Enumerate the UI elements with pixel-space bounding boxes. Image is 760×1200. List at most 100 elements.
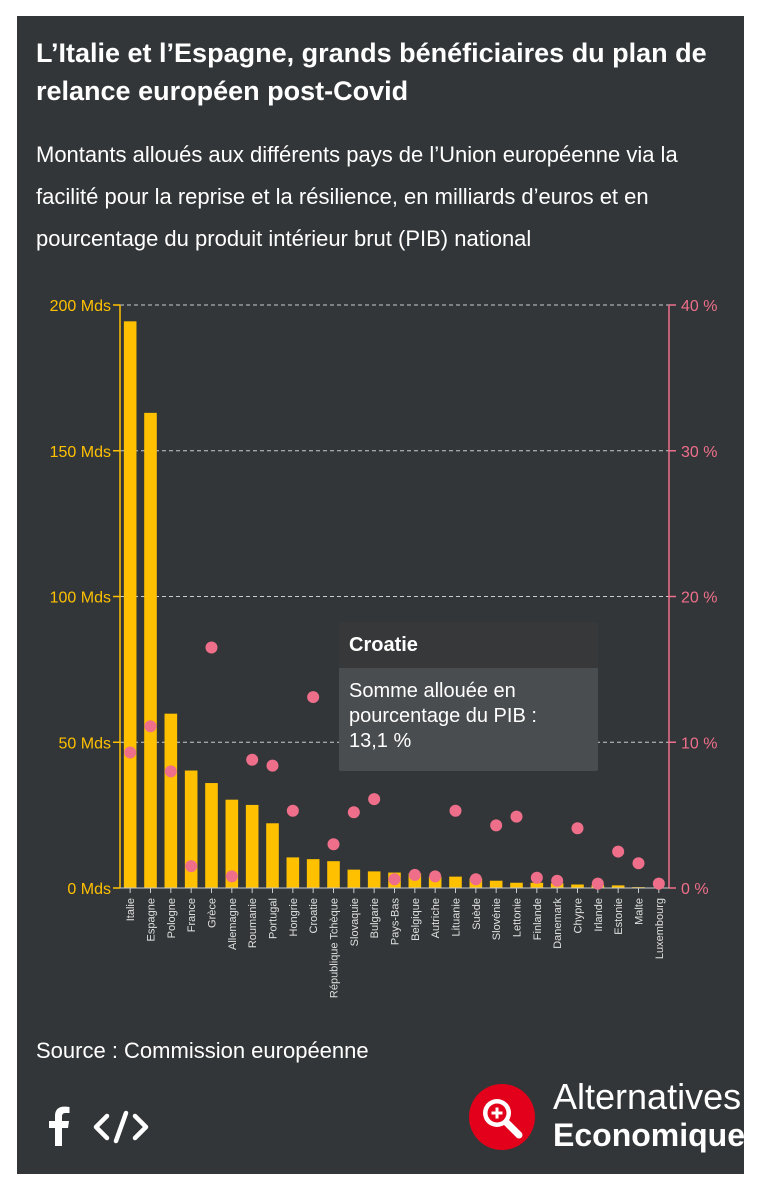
tooltip-value: 13,1 % xyxy=(349,730,412,752)
scatter-point xyxy=(490,819,503,832)
y-right-tick-label: 0 % xyxy=(681,881,709,898)
source-note: Source : Commission européenne xyxy=(36,1038,369,1063)
y-right-tick-label: 40 % xyxy=(681,298,717,315)
x-tick-label: Portugal xyxy=(268,898,280,939)
scatter-point xyxy=(185,860,198,873)
bar xyxy=(306,859,320,888)
scatter-point xyxy=(327,838,340,851)
scatter-point xyxy=(632,857,645,870)
x-tick-label: Luxembourg xyxy=(654,898,666,959)
scatter-point xyxy=(124,746,137,759)
scatter-point xyxy=(469,873,482,886)
scatter-point xyxy=(408,868,421,881)
bar xyxy=(286,857,300,888)
y-left-tick-label: 50 Mds xyxy=(59,735,111,752)
x-tick-label: Hongrie xyxy=(288,898,300,937)
bar xyxy=(123,321,137,889)
x-tick-label: Irlande xyxy=(593,898,605,932)
y-left-tick-label: 200 Mds xyxy=(50,298,111,315)
scatter-point xyxy=(368,793,381,806)
axes: 0 Mds 50 Mds 100 Mds 150 Mds 200 Mds 0 % 10 % 2… xyxy=(50,298,718,898)
x-tick-label: Croatie xyxy=(308,898,320,933)
y-right-tick-label: 20 % xyxy=(681,590,717,607)
scatter-point xyxy=(205,641,218,654)
bar xyxy=(571,884,584,888)
scatter-point xyxy=(551,874,564,887)
brand-name-line2: Economiques xyxy=(553,1117,760,1153)
x-tick-label: Grèce xyxy=(207,898,219,928)
x-tick-labels: Italie Espagne Pologne France Grèce Allemagne… xyxy=(125,888,666,998)
brand-name-line1: Alternatives xyxy=(553,1076,742,1117)
x-tick-label: Pologne xyxy=(166,898,178,938)
alternatives-economiques-logo[interactable]: Alternatives Economiques xyxy=(469,1076,760,1166)
bar xyxy=(489,880,503,888)
scatter-point xyxy=(429,870,442,883)
scatter-point xyxy=(144,720,157,733)
embed-code-icon[interactable] xyxy=(93,1110,149,1144)
chart-title: L’Italie et l’Espagne, grands bénéficiai… xyxy=(36,38,707,106)
tooltip-title: Croatie xyxy=(339,622,598,668)
x-tick-label: Finlande xyxy=(532,898,544,940)
scatter-point xyxy=(286,804,299,817)
bar xyxy=(327,861,340,888)
x-tick-label: Belgique xyxy=(410,898,422,941)
scatter-point xyxy=(591,877,604,890)
x-tick-label: Suède xyxy=(471,898,483,930)
scatter-point xyxy=(449,804,462,817)
x-tick-label: Lituanie xyxy=(451,898,463,937)
scatter-point xyxy=(388,873,401,886)
chart-card: L’Italie et l’Espagne, grands bénéficiai… xyxy=(17,16,760,1174)
y-left-tick-label: 100 Mds xyxy=(50,590,111,607)
bar xyxy=(367,871,381,888)
x-tick-label: Italie xyxy=(125,898,137,921)
scatter-point xyxy=(612,845,625,858)
bar xyxy=(510,882,523,888)
tooltip-line: Somme allouée en xyxy=(349,680,516,702)
y-left-tick-label: 150 Mds xyxy=(50,444,111,461)
bar xyxy=(225,799,239,888)
x-tick-label: Slovénie xyxy=(491,898,503,940)
x-tick-label: République Tchèque xyxy=(329,898,341,998)
bar xyxy=(611,885,625,888)
scatter-point xyxy=(246,753,259,766)
scatter-point xyxy=(510,810,523,823)
tooltip: Croatie Somme allouée en pourcentage du … xyxy=(339,622,598,771)
scatter-point xyxy=(571,822,584,835)
scatter-point xyxy=(164,765,177,778)
logo-magnifier-icon xyxy=(469,1084,535,1150)
bar xyxy=(164,713,178,888)
x-tick-label: Autriche xyxy=(430,898,442,938)
scatter-point xyxy=(652,877,665,890)
bar xyxy=(530,882,544,888)
x-tick-label: Roumanie xyxy=(247,898,259,948)
bar-series xyxy=(123,321,666,889)
scatter-point xyxy=(347,806,360,819)
scatter-point xyxy=(307,691,320,704)
bar xyxy=(184,770,198,888)
tooltip-line: pourcentage du PIB : xyxy=(349,705,537,727)
y-right-tick-label: 30 % xyxy=(681,444,717,461)
tooltip-body: Somme allouée en pourcentage du PIB : 13… xyxy=(339,668,598,754)
x-tick-label: Allemagne xyxy=(227,898,239,950)
x-tick-label: Malte xyxy=(634,898,646,925)
chart-subtitle: Montants alloués aux différents pays de … xyxy=(36,142,678,251)
bar-scatter-chart: 0 Mds 50 Mds 100 Mds 150 Mds 200 Mds 0 % 10 % 2… xyxy=(50,298,718,998)
x-tick-label: Estonie xyxy=(613,898,625,935)
x-tick-label: Slovaquie xyxy=(349,898,361,946)
scatter-series xyxy=(124,641,665,890)
y-left-tick-label: 0 Mds xyxy=(67,881,111,898)
bar xyxy=(449,876,462,888)
scatter-point xyxy=(266,759,279,772)
scatter-point xyxy=(225,870,238,883)
x-tick-label: Pays-Bas xyxy=(390,898,402,946)
y-right-tick-label: 10 % xyxy=(681,735,717,752)
bar xyxy=(266,823,279,888)
x-tick-label: Danemark xyxy=(552,898,564,949)
bar xyxy=(144,412,157,888)
x-tick-label: Chypre xyxy=(573,898,585,933)
x-tick-label: Bulgarie xyxy=(369,898,381,938)
x-tick-label: France xyxy=(186,898,198,932)
scatter-point xyxy=(530,871,543,884)
facebook-icon[interactable] xyxy=(45,1106,71,1146)
bar xyxy=(347,869,361,888)
